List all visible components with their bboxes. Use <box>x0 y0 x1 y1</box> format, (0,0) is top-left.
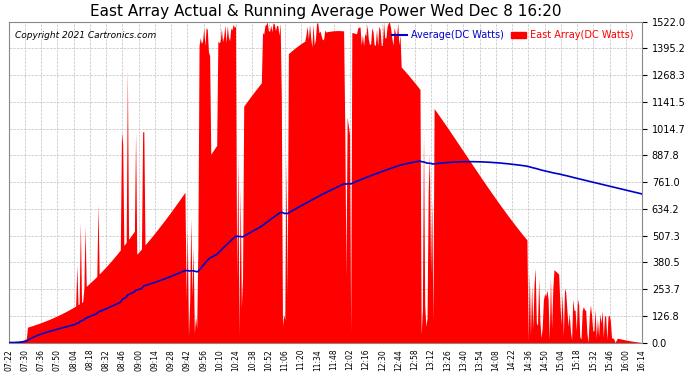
Legend: Average(DC Watts), East Array(DC Watts): Average(DC Watts), East Array(DC Watts) <box>388 27 638 44</box>
Title: East Array Actual & Running Average Power Wed Dec 8 16:20: East Array Actual & Running Average Powe… <box>90 4 561 19</box>
Text: Copyright 2021 Cartronics.com: Copyright 2021 Cartronics.com <box>15 32 156 40</box>
